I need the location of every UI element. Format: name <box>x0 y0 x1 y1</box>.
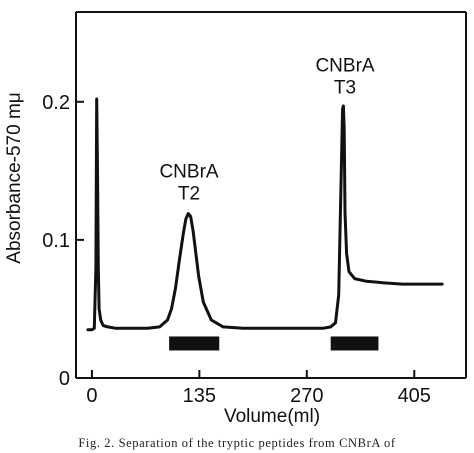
x-tick-label: 405 <box>398 385 431 407</box>
y-axis-title: Absorbance-570 mμ <box>4 92 25 263</box>
x-tick-label: 0 <box>86 385 97 407</box>
pooled-fraction-bars <box>169 336 379 351</box>
pooled-fraction-bar <box>169 336 220 351</box>
x-tick-label: 270 <box>290 385 323 407</box>
y-tick-label: 0.1 <box>42 230 70 252</box>
pooled-fraction-bar <box>330 336 379 351</box>
peak-label: CNBrA <box>315 55 374 76</box>
x-axis-title: Volume(ml) <box>224 406 320 427</box>
y-tick-label: 0.2 <box>42 92 70 114</box>
plot-frame <box>75 11 467 379</box>
peak-label: T2 <box>178 184 200 205</box>
x-tick-label: 135 <box>183 385 216 407</box>
peak-label: CNBrA <box>159 162 218 183</box>
x-axis-ticks: 0 135 270 405 <box>86 370 431 407</box>
figure-caption: Fig. 2. Separation of the tryptic peptid… <box>78 436 395 450</box>
y-axis-ticks: 0 0.1 0.2 <box>42 92 84 390</box>
absorbance-trace <box>86 97 444 332</box>
peak-label: T3 <box>334 77 356 98</box>
y-tick-label: 0 <box>59 368 70 390</box>
